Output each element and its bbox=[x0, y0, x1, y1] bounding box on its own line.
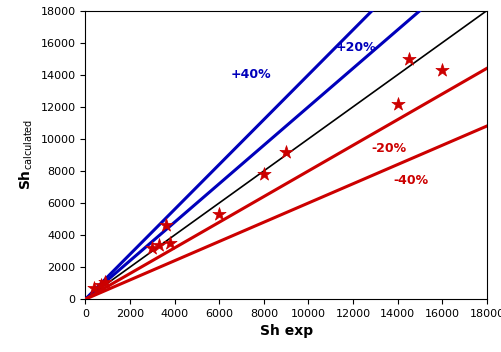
Text: +40%: +40% bbox=[230, 68, 271, 81]
Point bbox=[97, 282, 105, 288]
Point bbox=[215, 212, 223, 217]
Point bbox=[404, 56, 412, 62]
Point bbox=[393, 101, 401, 106]
Point bbox=[260, 171, 268, 177]
Point bbox=[166, 240, 174, 246]
Point bbox=[155, 242, 163, 247]
Text: +20%: +20% bbox=[335, 40, 375, 54]
Point bbox=[90, 285, 98, 291]
Text: -40%: -40% bbox=[392, 174, 427, 187]
Y-axis label: Sh$_\mathrm{calculated}$: Sh$_\mathrm{calculated}$ bbox=[18, 119, 35, 190]
Text: -20%: -20% bbox=[370, 142, 405, 155]
Point bbox=[282, 149, 290, 155]
Point bbox=[101, 279, 109, 284]
Point bbox=[148, 245, 156, 251]
X-axis label: Sh exp: Sh exp bbox=[259, 325, 312, 339]
Point bbox=[161, 222, 169, 228]
Point bbox=[437, 67, 445, 73]
